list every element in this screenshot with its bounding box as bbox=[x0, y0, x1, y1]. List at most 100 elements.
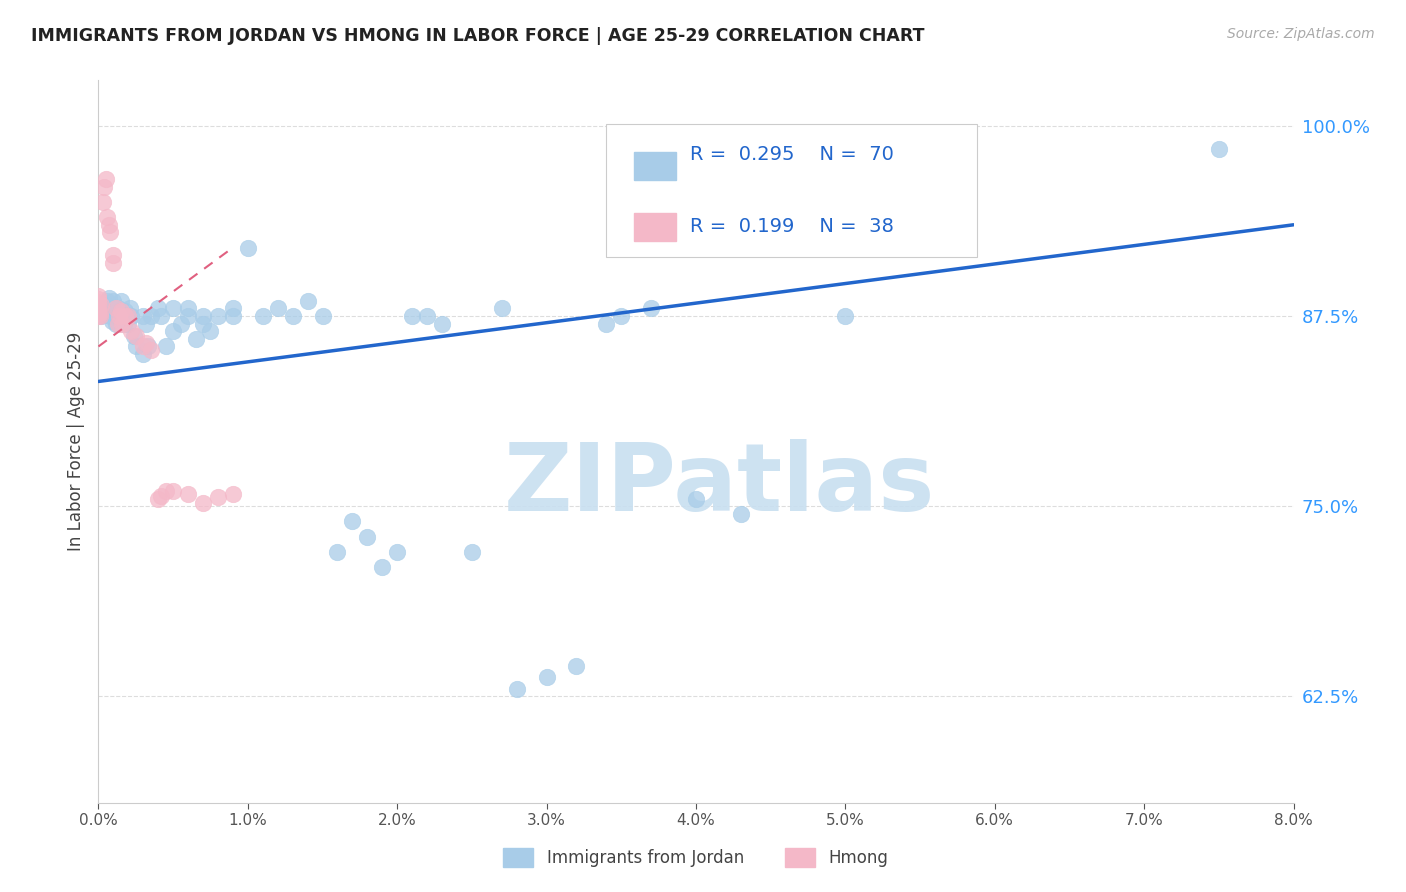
Point bbox=[401, 309, 423, 323]
Point bbox=[139, 309, 162, 323]
Point bbox=[177, 301, 200, 316]
Point bbox=[640, 301, 662, 316]
Point bbox=[177, 309, 200, 323]
Point bbox=[595, 317, 617, 331]
Point bbox=[136, 339, 159, 353]
Text: R =  0.295    N =  70: R = 0.295 N = 70 bbox=[690, 145, 894, 163]
Point bbox=[281, 309, 304, 323]
Point bbox=[103, 293, 125, 308]
Point bbox=[139, 343, 162, 357]
Point bbox=[148, 301, 170, 316]
Point bbox=[506, 681, 529, 696]
Point bbox=[150, 309, 173, 323]
Point bbox=[108, 309, 131, 323]
Point bbox=[148, 491, 170, 506]
Point bbox=[110, 293, 132, 308]
Point bbox=[385, 545, 409, 559]
Point bbox=[96, 210, 118, 224]
Point bbox=[120, 324, 142, 338]
Point bbox=[101, 313, 124, 327]
Point bbox=[267, 301, 290, 316]
Point bbox=[103, 256, 125, 270]
Point bbox=[93, 179, 115, 194]
Point bbox=[342, 515, 364, 529]
Point bbox=[222, 301, 245, 316]
Point bbox=[87, 309, 110, 323]
Point bbox=[103, 301, 125, 316]
Point bbox=[430, 317, 453, 331]
Point bbox=[135, 317, 157, 331]
Point bbox=[536, 669, 558, 683]
Point bbox=[90, 309, 112, 323]
Point bbox=[207, 309, 229, 323]
Point bbox=[155, 339, 177, 353]
Point bbox=[110, 304, 132, 318]
Point bbox=[114, 309, 136, 323]
Point bbox=[105, 301, 128, 316]
FancyBboxPatch shape bbox=[606, 124, 977, 257]
Point bbox=[87, 293, 110, 307]
Point bbox=[162, 483, 184, 498]
Point bbox=[87, 298, 110, 312]
Point bbox=[177, 487, 200, 501]
Point bbox=[200, 324, 222, 338]
Point bbox=[114, 304, 136, 318]
Point bbox=[97, 291, 120, 305]
Point bbox=[89, 306, 111, 320]
Point bbox=[87, 295, 110, 310]
Point bbox=[150, 489, 173, 503]
Point bbox=[297, 293, 319, 308]
Point bbox=[730, 507, 752, 521]
Point bbox=[416, 309, 439, 323]
Point bbox=[87, 302, 110, 317]
Point bbox=[112, 317, 135, 331]
Point bbox=[90, 298, 112, 312]
Point bbox=[356, 530, 378, 544]
Point bbox=[1208, 142, 1230, 156]
Point bbox=[222, 309, 245, 323]
Point bbox=[117, 309, 139, 323]
Text: ZIPatlas: ZIPatlas bbox=[505, 439, 935, 531]
Point bbox=[89, 309, 111, 323]
Point bbox=[108, 309, 131, 323]
Point bbox=[132, 309, 155, 323]
Point bbox=[191, 317, 214, 331]
Point bbox=[132, 347, 155, 361]
Point bbox=[132, 339, 155, 353]
Point bbox=[491, 301, 513, 316]
Point bbox=[107, 301, 129, 316]
Point bbox=[124, 328, 146, 343]
Point bbox=[103, 248, 125, 262]
Point bbox=[91, 194, 114, 209]
Point bbox=[162, 301, 184, 316]
Point bbox=[610, 309, 633, 323]
Point bbox=[236, 241, 259, 255]
Point bbox=[118, 301, 141, 316]
Point bbox=[111, 309, 134, 323]
Point bbox=[94, 298, 117, 312]
Point bbox=[135, 336, 157, 351]
Point bbox=[162, 324, 184, 338]
Point bbox=[461, 545, 484, 559]
Point bbox=[252, 309, 274, 323]
Point bbox=[96, 293, 118, 308]
Point bbox=[120, 309, 142, 323]
Point bbox=[111, 317, 134, 331]
Point bbox=[93, 301, 115, 316]
Point bbox=[191, 496, 214, 510]
Point bbox=[191, 309, 214, 323]
Point bbox=[207, 490, 229, 504]
Point bbox=[105, 317, 128, 331]
Point bbox=[326, 545, 349, 559]
Text: Source: ZipAtlas.com: Source: ZipAtlas.com bbox=[1227, 27, 1375, 41]
Point bbox=[97, 218, 120, 232]
Text: R =  0.199    N =  38: R = 0.199 N = 38 bbox=[690, 218, 894, 236]
Point bbox=[125, 328, 148, 343]
Point bbox=[125, 339, 148, 353]
Legend: Immigrants from Jordan, Hmong: Immigrants from Jordan, Hmong bbox=[496, 841, 896, 874]
Bar bbox=[634, 213, 676, 241]
Bar bbox=[634, 153, 676, 180]
Point bbox=[94, 172, 117, 186]
Text: IMMIGRANTS FROM JORDAN VS HMONG IN LABOR FORCE | AGE 25-29 CORRELATION CHART: IMMIGRANTS FROM JORDAN VS HMONG IN LABOR… bbox=[31, 27, 924, 45]
Point bbox=[87, 289, 110, 303]
